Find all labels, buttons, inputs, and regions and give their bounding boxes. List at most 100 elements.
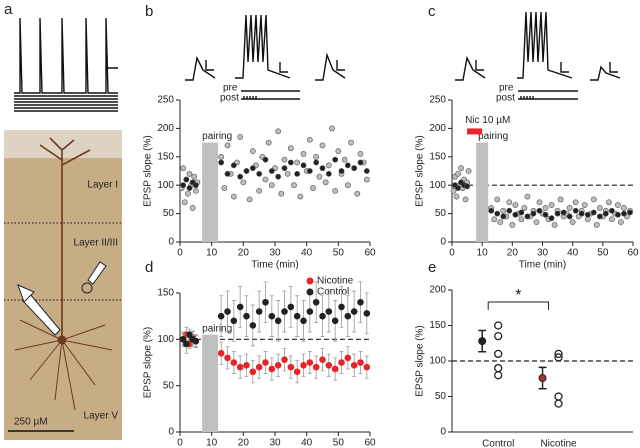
data-point [274,361,282,369]
x-tick-label: 50 [333,438,345,448]
data-point [494,196,501,203]
y-tick-label: 0 [440,237,446,248]
data-point [217,312,225,320]
x-axis-label: Time (min) [519,260,566,271]
layer-label: Layer V [84,411,119,422]
data-point [243,361,250,369]
data-point [249,368,257,376]
data-point [338,303,345,311]
x-tick-label: 0 [449,248,455,259]
data-point [268,312,276,320]
data-point [300,317,307,325]
data-point [306,359,314,366]
pairing-label: pairing [478,131,508,142]
legend-label: Nicotine [317,276,354,287]
data-point [590,209,597,216]
data-point [569,219,576,226]
x-tick-label: 40 [301,438,313,448]
data-point [572,207,579,214]
data-point [338,359,345,366]
data-point [230,359,238,366]
panel-letter: d [145,259,153,276]
data-point [560,209,567,216]
y-tick-label: 0 [168,427,174,438]
data-point [530,210,537,217]
data-point [249,148,256,155]
y-tick-label: 150 [157,151,174,162]
data-point [602,210,609,217]
data-point [627,209,633,216]
data-point [554,399,563,408]
data-point [300,151,307,157]
epsp-traces [455,11,621,100]
data-point [554,392,563,401]
data-point [455,170,461,177]
x-tick-label: Nicotine [540,439,577,448]
data-point [243,168,250,174]
data-point [287,159,294,166]
data-point [300,361,307,369]
data-point [262,156,269,163]
data-point [246,196,253,203]
pairing-bar [476,142,489,242]
data-point [341,156,348,163]
data-point [230,162,237,169]
data-point [256,187,263,194]
data-point [255,308,263,315]
data-point [224,354,231,362]
data-point [180,165,187,172]
data-point [357,359,364,366]
data-point [331,317,339,325]
data-point [548,215,555,222]
y-tick-label: 150 [429,151,446,162]
data-point [281,308,288,315]
data-point [554,353,563,362]
data-point [268,168,275,174]
data-point [584,211,591,218]
data-point [348,139,354,146]
data-point [332,156,339,163]
data-point [265,139,272,146]
data-point [488,207,495,214]
data-point [255,363,263,371]
data-point [554,210,561,217]
data-point [237,134,244,140]
data-point [293,368,301,376]
data-point [578,210,585,217]
data-point [312,298,320,306]
data-point [363,310,371,317]
y-tick-label: 200 [429,285,446,296]
y-tick-label: 50 [435,391,447,402]
y-tick-label: 50 [163,380,175,391]
data-point [297,193,304,200]
x-tick-label: Control [482,439,514,448]
data-point [281,356,288,364]
data-point [344,354,352,362]
data-point [542,205,549,211]
significance-star: * [515,287,521,304]
x-tick-label: 60 [627,248,639,259]
data-point [350,361,358,369]
data-point [344,312,352,320]
y-tick-label: 50 [435,208,447,219]
data-point [192,182,199,189]
data-point [281,156,288,163]
x-tick-label: 0 [177,248,183,259]
data-point [351,165,358,172]
legend-label: Control [317,287,349,298]
data-point [453,193,460,200]
x-tick-label: 20 [238,438,250,448]
data-point [615,202,621,208]
data-point [237,173,244,180]
electrodes [17,261,107,336]
data-point [536,199,543,206]
data-point [350,308,358,315]
protocol-label: post [496,93,515,104]
pairing-label: pairing [202,131,232,142]
x-axis-label: Time (min) [251,260,298,271]
data-point [566,205,573,211]
data-point [325,308,333,315]
x-tick-label: 10 [206,248,218,259]
data-point [557,196,564,203]
